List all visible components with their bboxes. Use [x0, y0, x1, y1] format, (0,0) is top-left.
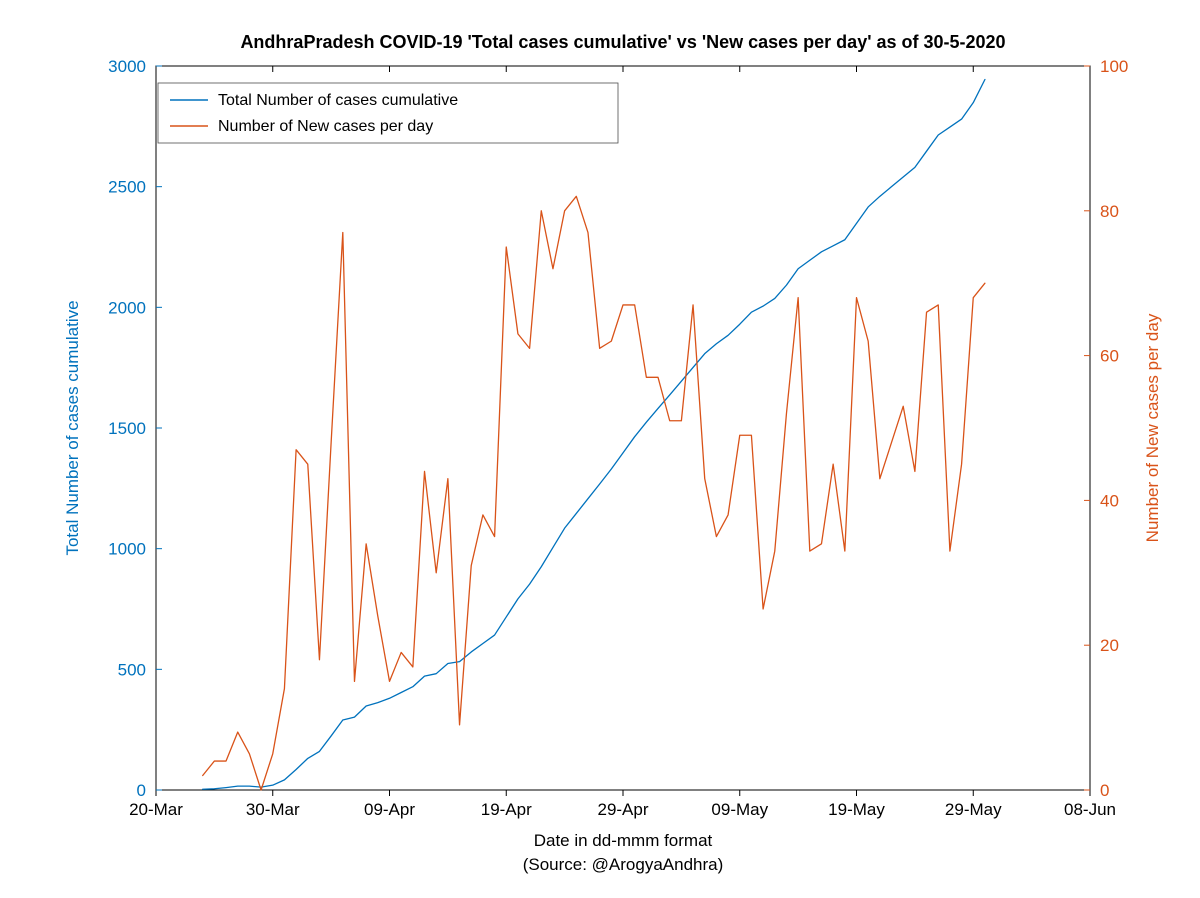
legend-label: Number of New cases per day — [218, 118, 433, 135]
y-right-tick-label: 80 — [1100, 202, 1119, 221]
x-axis-label-line2: (Source: @ArogyaAndhra) — [523, 855, 724, 874]
chart-container: 20-Mar 30-Mar 09-Apr 19-Apr 29-Apr 09-May 19-M… — [0, 0, 1200, 898]
y-right-axis-label: Number of New cases per day — [1143, 313, 1162, 542]
y-left-tick-label: 2500 — [108, 178, 146, 197]
y-right-tick-label: 0 — [1100, 781, 1109, 800]
y-right-tick-label: 20 — [1100, 636, 1119, 655]
y-left-tick-label: 3000 — [108, 57, 146, 76]
x-tick-label: 19-May — [828, 800, 885, 819]
x-tick-label: 29-Apr — [597, 800, 648, 819]
x-axis-label-line1: Date in dd-mmm format — [534, 831, 713, 850]
y-left-tick-label: 0 — [137, 781, 146, 800]
x-tick-label: 09-May — [711, 800, 768, 819]
y-right-tick-label: 40 — [1100, 491, 1119, 510]
y-left-tick-label: 1500 — [108, 419, 146, 438]
x-tick-label: 08-Jun — [1064, 800, 1116, 819]
y-left-axis-label: Total Number of cases cumulative — [63, 300, 82, 555]
x-tick-label: 29-May — [945, 800, 1002, 819]
x-tick-label: 09-Apr — [364, 800, 415, 819]
legend-label: Total Number of cases cumulative — [218, 92, 458, 109]
y-right-tick-label: 100 — [1100, 57, 1128, 76]
y-left-tick-label: 1000 — [108, 540, 146, 559]
chart-title: AndhraPradesh COVID-19 'Total cases cumu… — [240, 32, 1005, 52]
x-tick-label: 20-Mar — [129, 800, 183, 819]
y-right-tick-label: 60 — [1100, 347, 1119, 366]
y-left-tick-label: 2000 — [108, 298, 146, 317]
y-left-tick-label: 500 — [118, 660, 146, 679]
x-tick-label: 19-Apr — [481, 800, 532, 819]
dual-axis-line-chart: 20-Mar 30-Mar 09-Apr 19-Apr 29-Apr 09-May 19-M… — [0, 0, 1200, 898]
x-tick-label: 30-Mar — [246, 800, 300, 819]
